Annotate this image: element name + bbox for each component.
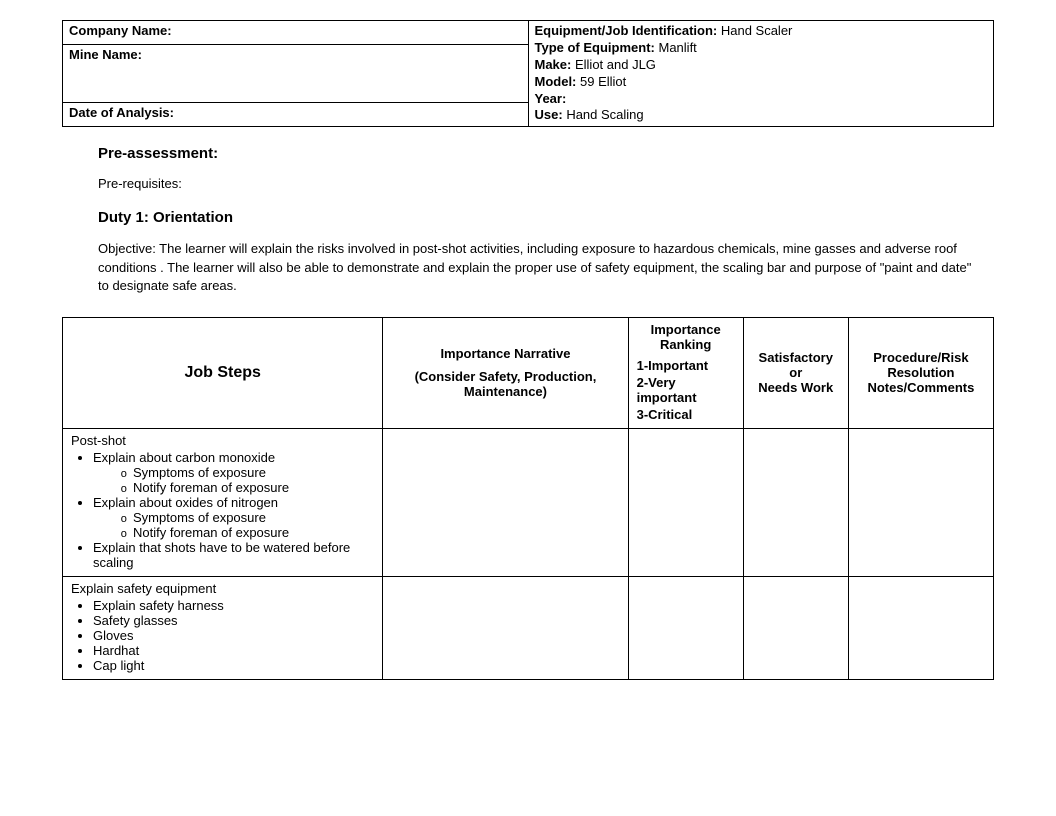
make-value: Elliot and JLG <box>575 57 656 72</box>
header-narrative-line2: (Consider Safety, Production, Maintenanc… <box>391 369 619 399</box>
objective-text: Objective: The learner will explain the … <box>98 240 978 295</box>
make-label: Make: <box>535 57 572 72</box>
header-jobsteps: Job Steps <box>63 317 383 428</box>
row1-b2: Explain about oxides of nitrogen <box>93 495 278 510</box>
list-item: Explain that shots have to be watered be… <box>93 540 374 570</box>
header-sat-line3: Needs Work <box>752 380 840 395</box>
row1-title: Post-shot <box>71 433 374 448</box>
row2-title: Explain safety equipment <box>71 581 374 596</box>
header-rank1: 1-Important <box>637 358 735 373</box>
list-item: Symptoms of exposure <box>133 465 374 480</box>
list-item: Hardhat <box>93 643 374 658</box>
list-item: Notify foreman of exposure <box>133 525 374 540</box>
info-table: Company Name: Equipment/Job Identificati… <box>62 20 994 127</box>
table-row: Post-shot Explain about carbon monoxide … <box>63 428 994 576</box>
header-ranking-title: Importance Ranking <box>637 322 735 352</box>
list-item: Safety glasses <box>93 613 374 628</box>
equip-id-value: Hand Scaler <box>721 23 793 38</box>
model-value: 59 Elliot <box>580 74 626 89</box>
header-satisfactory: Satisfactory or Needs Work <box>743 317 848 428</box>
duty-heading: Duty 1: Orientation <box>98 209 994 226</box>
list-item: Explain safety harness <box>93 598 374 613</box>
list-item: Explain about carbon monoxide Symptoms o… <box>93 450 374 495</box>
header-sat-line1: Satisfactory <box>752 350 840 365</box>
header-narrative-line1: Importance Narrative <box>391 346 619 361</box>
use-value: Hand Scaling <box>566 107 643 122</box>
header-sat-line2: or <box>752 365 840 380</box>
type-value: Manlift <box>659 40 697 55</box>
list-item: Cap light <box>93 658 374 673</box>
table-row: Explain safety equipment Explain safety … <box>63 576 994 679</box>
pre-assessment-heading: Pre-assessment: <box>98 145 994 162</box>
header-rank2: 2-Very important <box>637 375 735 405</box>
use-label: Use: <box>535 107 563 122</box>
type-label: Type of Equipment: <box>535 40 655 55</box>
list-item: Notify foreman of exposure <box>133 480 374 495</box>
header-narrative: Importance Narrative (Consider Safety, P… <box>383 317 628 428</box>
prerequisites-label: Pre-requisites: <box>98 176 994 191</box>
company-label: Company Name: <box>69 23 172 38</box>
date-label: Date of Analysis: <box>69 105 174 120</box>
model-label: Model: <box>535 74 577 89</box>
header-notes-line2: Notes/Comments <box>857 380 985 395</box>
equip-id-label: Equipment/Job Identification: <box>535 23 718 38</box>
mine-label: Mine Name: <box>69 47 142 62</box>
row1-b1: Explain about carbon monoxide <box>93 450 275 465</box>
header-rank3: 3-Critical <box>637 407 735 422</box>
list-item: Symptoms of exposure <box>133 510 374 525</box>
header-notes-line1: Procedure/Risk Resolution <box>857 350 985 380</box>
list-item: Explain about oxides of nitrogen Symptom… <box>93 495 374 540</box>
list-item: Gloves <box>93 628 374 643</box>
year-label: Year: <box>535 91 567 106</box>
job-steps-table: Job Steps Importance Narrative (Consider… <box>62 317 994 680</box>
header-ranking: Importance Ranking 1-Important 2-Very im… <box>628 317 743 428</box>
header-notes: Procedure/Risk Resolution Notes/Comments <box>848 317 993 428</box>
